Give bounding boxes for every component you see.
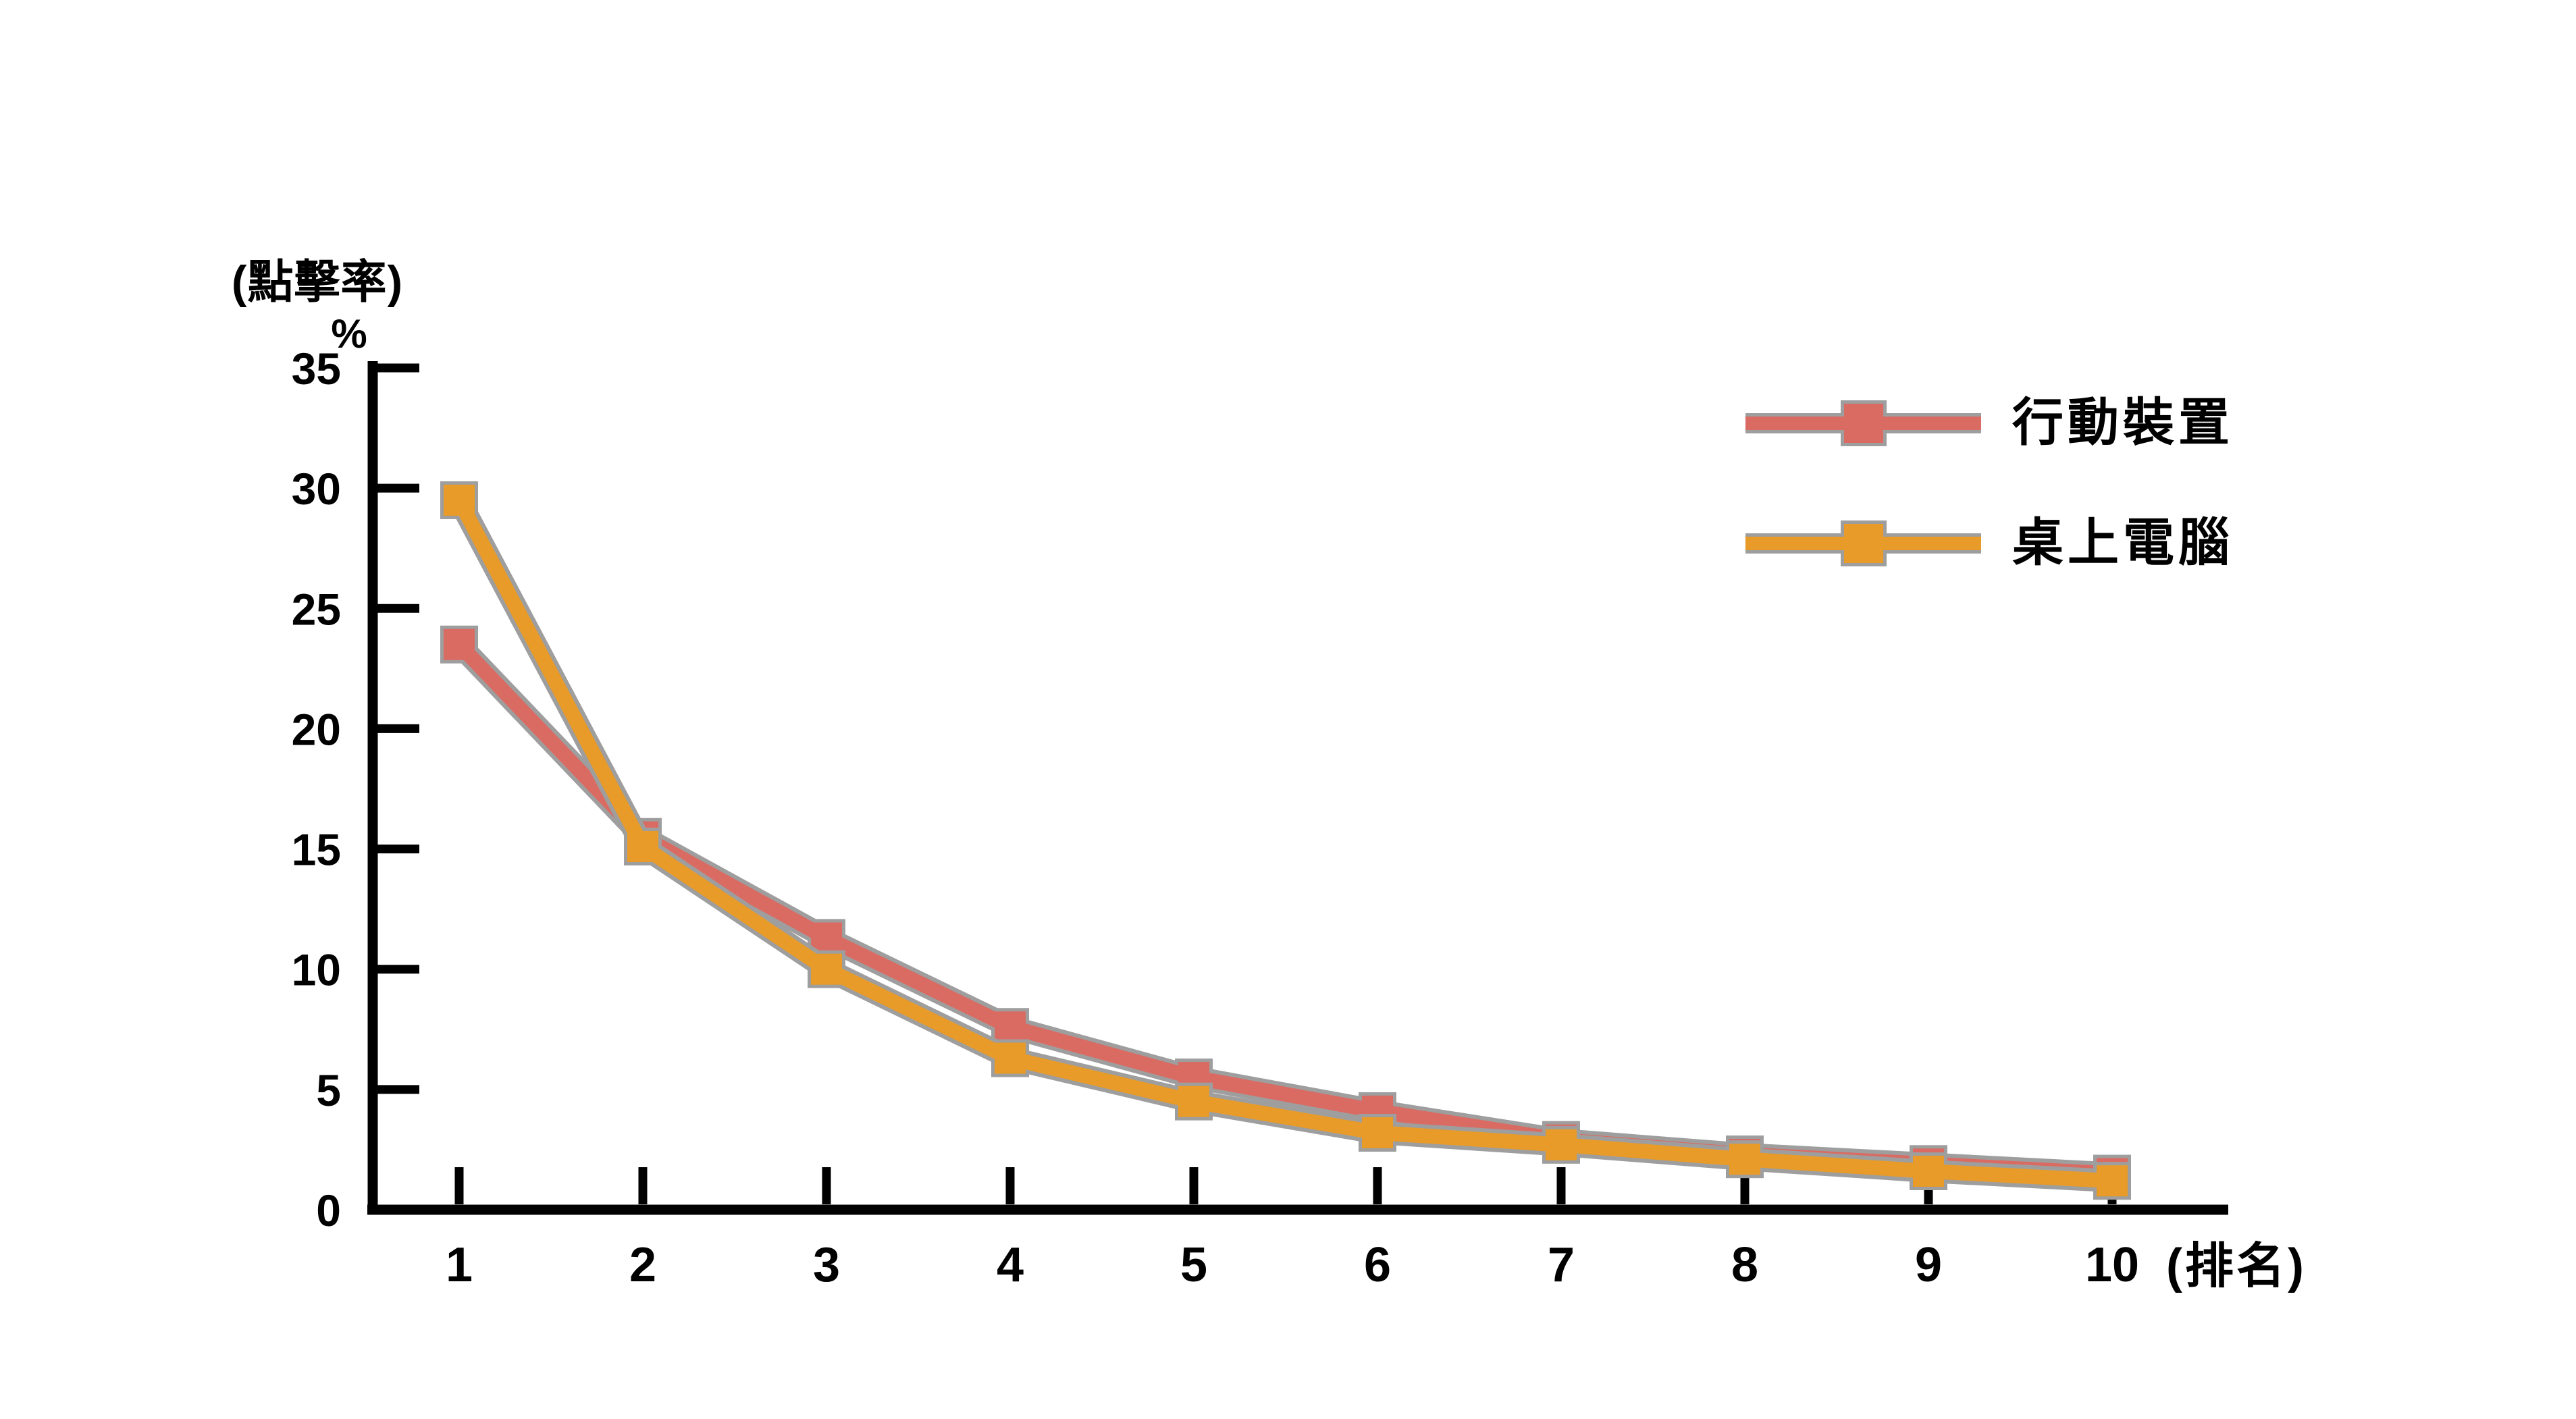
x-tick-label: 6	[1364, 1238, 1391, 1292]
data-point-mobile-rank-1	[444, 628, 475, 660]
y-axis-unit-label: %	[331, 311, 367, 356]
legend-marker-mobile	[1844, 404, 1883, 443]
x-tick-label: 9	[1915, 1238, 1942, 1292]
data-point-desktop-rank-9	[1913, 1155, 1944, 1187]
x-tick-label: 8	[1731, 1238, 1758, 1292]
y-tick-label: 30	[292, 464, 341, 514]
y-tick-label: 35	[292, 344, 341, 394]
series-outline-desktop	[448, 494, 2113, 1193]
y-tick-label: 20	[292, 704, 341, 754]
legend-label-desktop: 桌上電腦	[2012, 514, 2234, 572]
data-point-desktop-rank-10	[2097, 1165, 2128, 1197]
x-tick-label: 2	[629, 1238, 656, 1292]
x-tick-label: 5	[1180, 1238, 1207, 1292]
series-line-desktop	[452, 496, 2113, 1189]
y-tick-label: 15	[292, 825, 341, 875]
x-tick-label: 7	[1548, 1238, 1575, 1292]
x-tick-label: 3	[813, 1238, 840, 1292]
x-tick-label: 10	[2085, 1238, 2139, 1292]
data-point-desktop-rank-7	[1546, 1129, 1577, 1160]
data-point-mobile-rank-3	[811, 922, 842, 954]
series-line-mobile	[454, 639, 2113, 1181]
x-tick-label: 4	[997, 1238, 1024, 1292]
y-tick-label: 0	[316, 1185, 341, 1235]
chart-title: (點擊率)	[231, 257, 404, 308]
y-tick-label: 5	[316, 1065, 341, 1115]
data-point-desktop-rank-2	[627, 831, 658, 863]
data-point-desktop-rank-4	[995, 1042, 1026, 1074]
data-point-desktop-rank-5	[1178, 1086, 1209, 1117]
y-tick-label: 25	[292, 584, 341, 634]
legend-marker-desktop	[1844, 524, 1883, 563]
data-point-desktop-rank-6	[1362, 1117, 1393, 1148]
x-tick-label: 1	[446, 1238, 473, 1292]
data-point-desktop-rank-1	[444, 484, 475, 516]
legend-label-mobile: 行動裝置	[2012, 394, 2234, 452]
data-point-desktop-rank-3	[811, 953, 842, 985]
data-point-mobile-rank-4	[995, 1011, 1026, 1043]
x-axis-label: (排名)	[2166, 1239, 2307, 1293]
data-point-desktop-rank-8	[1729, 1144, 1760, 1175]
y-tick-label: 10	[292, 945, 341, 995]
